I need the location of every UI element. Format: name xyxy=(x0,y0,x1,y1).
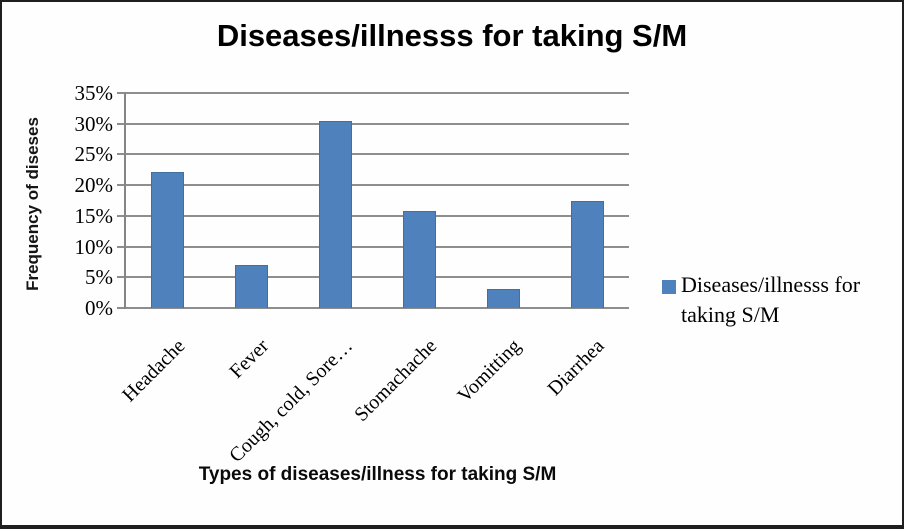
y-tick-label: 20% xyxy=(74,173,114,198)
legend-label: Diseases/illnesss for taking S/M xyxy=(681,270,897,330)
bar-fever xyxy=(235,265,269,308)
bar-cough-cold-sore xyxy=(319,121,353,308)
x-category-label: Stomachache xyxy=(350,335,441,426)
chart-title: Diseases/illnesss for taking S/M xyxy=(216,18,688,53)
plot-area xyxy=(126,92,629,309)
gridline xyxy=(126,122,629,125)
gridline xyxy=(126,307,629,309)
y-tick-label: 25% xyxy=(74,142,114,167)
x-category-label: Fever xyxy=(225,335,274,383)
legend: Diseases/illnesss for taking S/M xyxy=(657,270,897,330)
bar-diarrhea xyxy=(570,201,604,308)
y-tick-mark xyxy=(117,245,126,248)
y-axis-line xyxy=(124,93,126,309)
y-tick-mark xyxy=(117,214,126,217)
x-category-label: Headache xyxy=(118,335,190,407)
y-tick-mark xyxy=(117,92,126,94)
y-tick-label: 15% xyxy=(74,203,114,228)
x-axis-title: Types of diseases/illness for taking S/M xyxy=(198,464,557,485)
gridline xyxy=(126,214,629,217)
y-tick-mark xyxy=(117,153,126,156)
y-tick-mark xyxy=(117,184,126,187)
x-category-label: Vomitting xyxy=(452,335,525,407)
gridline xyxy=(126,184,629,187)
gridline xyxy=(126,245,629,248)
y-tick-label: 35% xyxy=(74,81,114,105)
gridline xyxy=(126,153,629,156)
y-tick-mark xyxy=(117,276,126,279)
y-tick-mark xyxy=(117,307,126,309)
legend-label-line2: taking S/M xyxy=(681,302,780,327)
y-tick-mark xyxy=(117,122,126,125)
y-tick-label: 5% xyxy=(85,265,113,290)
bar-stomachache xyxy=(402,210,436,308)
gridline xyxy=(126,92,629,94)
y-tick-label: 10% xyxy=(74,234,114,259)
y-tick-label: 30% xyxy=(74,111,114,136)
legend-marker-icon xyxy=(662,280,676,294)
y-axis-title: Frequency of diseses xyxy=(23,117,42,291)
bar-vomitting xyxy=(486,288,520,308)
legend-label-line1: Diseases/illnesss for xyxy=(681,272,861,297)
x-category-label: Diarrhea xyxy=(543,335,609,401)
y-tick-label: 0% xyxy=(85,296,113,320)
bar-headache xyxy=(151,171,185,308)
gridline xyxy=(126,276,629,279)
